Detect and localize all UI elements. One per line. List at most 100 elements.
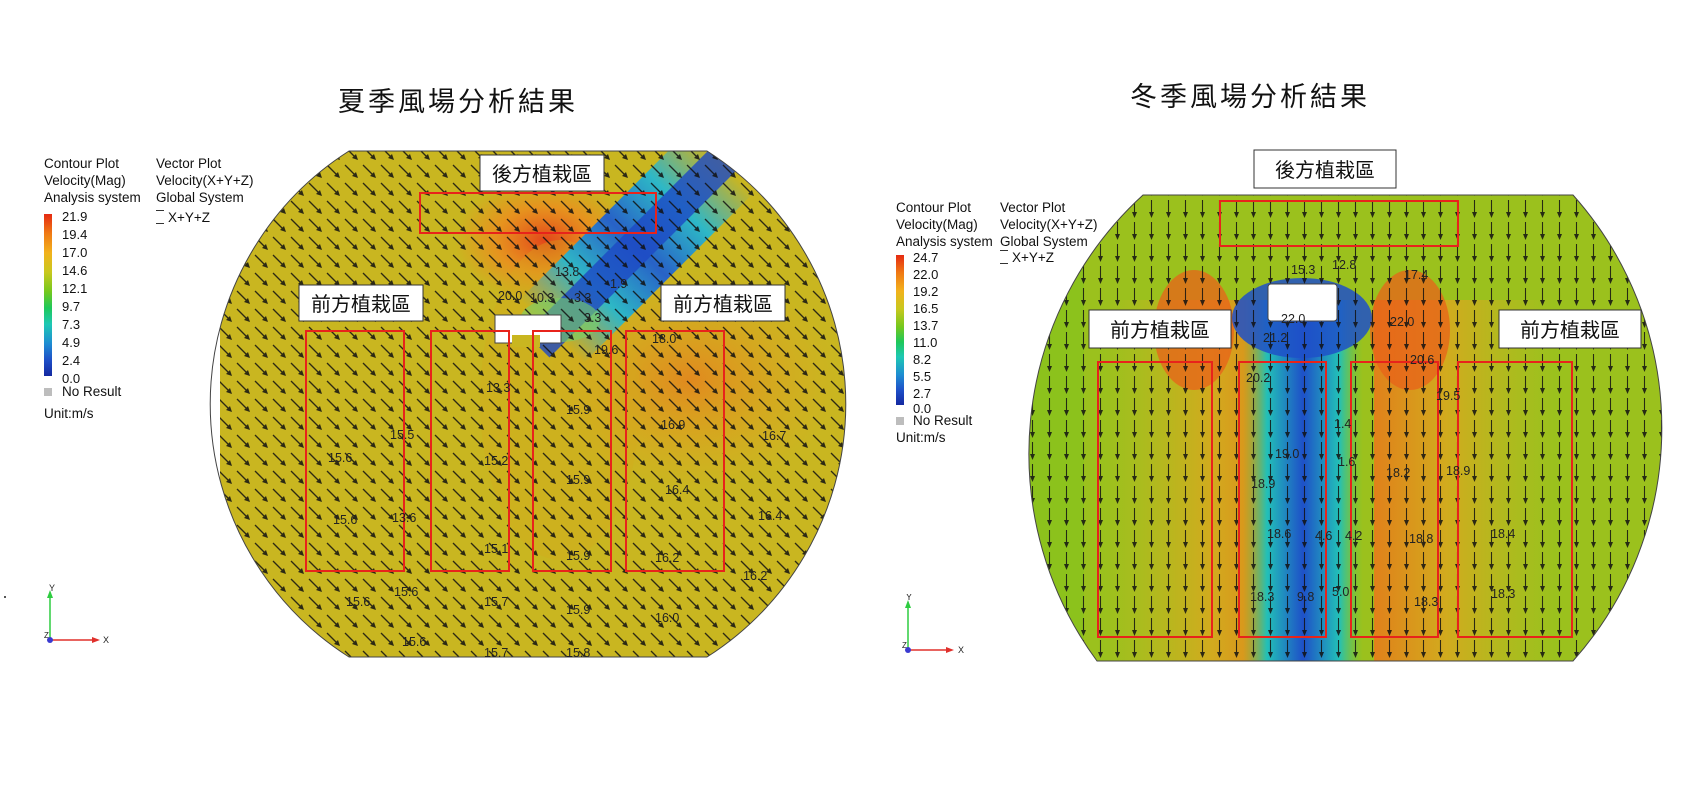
scale-tick: 24.7 bbox=[913, 250, 939, 265]
field-value: 18.9 bbox=[1251, 477, 1275, 491]
scale-tick: 8.2 bbox=[913, 352, 932, 367]
front-left-zone-label: 前方植栽區 bbox=[311, 292, 411, 316]
field-value: 20.2 bbox=[1246, 371, 1270, 385]
scale-tick: 13.7 bbox=[913, 318, 939, 333]
scale-tick: 7.3 bbox=[62, 317, 81, 332]
scale-tick: 4.9 bbox=[62, 335, 81, 350]
winter-panel: 冬季風場分析結果 Contour Plot Velocity(Mag) Anal… bbox=[854, 0, 1708, 792]
field-value: 3.3 bbox=[574, 291, 591, 305]
scale-tick: 19.2 bbox=[913, 284, 939, 299]
unit-label: Unit:m/s bbox=[896, 430, 946, 445]
field-value: 18.6 bbox=[1267, 527, 1291, 541]
field-value: 15.1 bbox=[484, 542, 508, 556]
contour-plot-header: Contour Plot Velocity(Mag) Analysis syst… bbox=[896, 200, 993, 249]
zone-labels: 後方植栽區 前方植栽區 前方植栽區 bbox=[298, 154, 786, 322]
planting-boxes bbox=[1097, 200, 1573, 638]
unit-label: Unit:m/s bbox=[44, 406, 94, 421]
field-value: 15.9 bbox=[566, 549, 590, 563]
field-value: 15.2 bbox=[484, 454, 508, 468]
field-value: 19.6 bbox=[594, 343, 618, 357]
scale-tick: 14.6 bbox=[62, 263, 88, 278]
field-value: 15.9 bbox=[566, 403, 590, 417]
planting-boxes bbox=[305, 192, 725, 572]
field-value: 13.6 bbox=[392, 511, 416, 525]
winter-field-values: 15.3 12.8 17.4 22.0 22.0 21.2 20.6 20.2 … bbox=[1246, 258, 1515, 609]
field-value: 22.0 bbox=[1390, 315, 1414, 329]
field-value: 17.4 bbox=[1404, 268, 1428, 282]
field-value: 1.6 bbox=[1338, 455, 1355, 469]
winter-wind-field: 後方植栽區 前方植栽區 前方植栽區 15.3 12.8 17.4 22.0 22… bbox=[1028, 149, 1663, 662]
scale-tick: 12.1 bbox=[62, 281, 88, 296]
winter-contour bbox=[1028, 195, 1662, 661]
vector-plot-header: Vector Plot Velocity(X+Y+Z) Global Syste… bbox=[156, 156, 254, 205]
field-value: 5.0 bbox=[1332, 585, 1349, 599]
field-value: 20.6 bbox=[1410, 353, 1434, 367]
field-value: 16.2 bbox=[655, 551, 679, 565]
vector-key-swatch bbox=[156, 210, 164, 224]
field-value: 16.2 bbox=[743, 569, 767, 583]
svg-text:X: X bbox=[103, 635, 109, 645]
field-value: 18.9 bbox=[1446, 464, 1470, 478]
field-value: 18.0 bbox=[652, 332, 676, 346]
field-value: 18.3 bbox=[1414, 595, 1438, 609]
field-value: 15.6 bbox=[328, 451, 352, 465]
field-value: 4.6 bbox=[1315, 529, 1332, 543]
svg-text:Y: Y bbox=[49, 583, 55, 593]
winter-title: 冬季風場分析結果 bbox=[1130, 82, 1370, 113]
field-value: 22.0 bbox=[1281, 312, 1305, 326]
front-right-zone-label: 前方植栽區 bbox=[673, 292, 773, 316]
field-value: 18.8 bbox=[1409, 532, 1433, 546]
field-value: 21.2 bbox=[1263, 331, 1287, 345]
field-value: 15.3 bbox=[1291, 263, 1315, 277]
summer-field-values: 20.0 10.3 3.3 3.3 13.8 1.9 19.6 18.0 13.… bbox=[328, 265, 786, 660]
scale-tick: 2.7 bbox=[913, 386, 932, 401]
field-value: 10.3 bbox=[530, 291, 554, 305]
front-left-zone-label: 前方植栽區 bbox=[1110, 318, 1210, 342]
field-value: 19.5 bbox=[1436, 389, 1460, 403]
field-value: 15.8 bbox=[566, 646, 590, 660]
scale-tick: 21.9 bbox=[62, 209, 88, 224]
field-value: 1.9 bbox=[610, 277, 627, 291]
vector-key: X+Y+Z bbox=[1000, 249, 1054, 266]
field-value: 19.0 bbox=[1275, 447, 1299, 461]
vector-key-swatch bbox=[1000, 250, 1008, 264]
field-value: 18.3 bbox=[1491, 587, 1515, 601]
field-value: 18.4 bbox=[1491, 527, 1515, 541]
field-value: 15.6 bbox=[394, 585, 418, 599]
scale-tick: 2.4 bbox=[62, 353, 81, 368]
no-result-label: No Result bbox=[913, 413, 973, 428]
vector-plot-header: Vector Plot Velocity(X+Y+Z) Global Syste… bbox=[1000, 200, 1098, 249]
svg-text:Z: Z bbox=[44, 631, 49, 640]
zone-labels: 後方植栽區 前方植栽區 前方植栽區 bbox=[1088, 149, 1642, 349]
field-value: 13.3 bbox=[486, 381, 510, 395]
field-value: 15.9 bbox=[566, 603, 590, 617]
scale-tick: 11.0 bbox=[913, 335, 938, 350]
field-value: 15.6 bbox=[402, 635, 426, 649]
field-value: 15.7 bbox=[484, 646, 508, 660]
scale-tick: 0.0 bbox=[913, 401, 932, 416]
field-value: 15.6 bbox=[346, 595, 370, 609]
field-value: 1.4 bbox=[1334, 417, 1351, 431]
field-value: 15.7 bbox=[484, 595, 508, 609]
contour-plot-header: Contour Plot Velocity(Mag) Analysis syst… bbox=[44, 156, 141, 205]
front-right-zone-label: 前方植栽區 bbox=[1520, 318, 1620, 342]
no-result-label: No Result bbox=[62, 384, 122, 399]
svg-text:Z: Z bbox=[902, 641, 907, 650]
field-value: 20.0 bbox=[498, 289, 522, 303]
field-value: 12.8 bbox=[1332, 258, 1356, 272]
scale-tick: 0.0 bbox=[62, 371, 81, 386]
field-value: 16.9 bbox=[661, 418, 685, 432]
scale-tick: 16.5 bbox=[913, 301, 939, 316]
summer-title: 夏季風場分析結果 bbox=[338, 87, 578, 118]
summer-wind-field: 後方植栽區 前方植栽區 前方植栽區 20.0 10.3 3.3 3.3 13.8… bbox=[209, 150, 847, 660]
field-value: 15.9 bbox=[566, 473, 590, 487]
stray-mark bbox=[4, 596, 6, 598]
no-result-swatch bbox=[896, 417, 904, 425]
back-zone-label: 後方植栽區 bbox=[1275, 158, 1375, 182]
scale-tick: 9.7 bbox=[62, 299, 81, 314]
svg-text:X: X bbox=[958, 645, 964, 655]
field-value: 16.4 bbox=[758, 509, 782, 523]
scale-tick: 5.5 bbox=[913, 369, 932, 384]
field-value: 15.6 bbox=[333, 513, 357, 527]
field-value: 16.0 bbox=[655, 611, 679, 625]
